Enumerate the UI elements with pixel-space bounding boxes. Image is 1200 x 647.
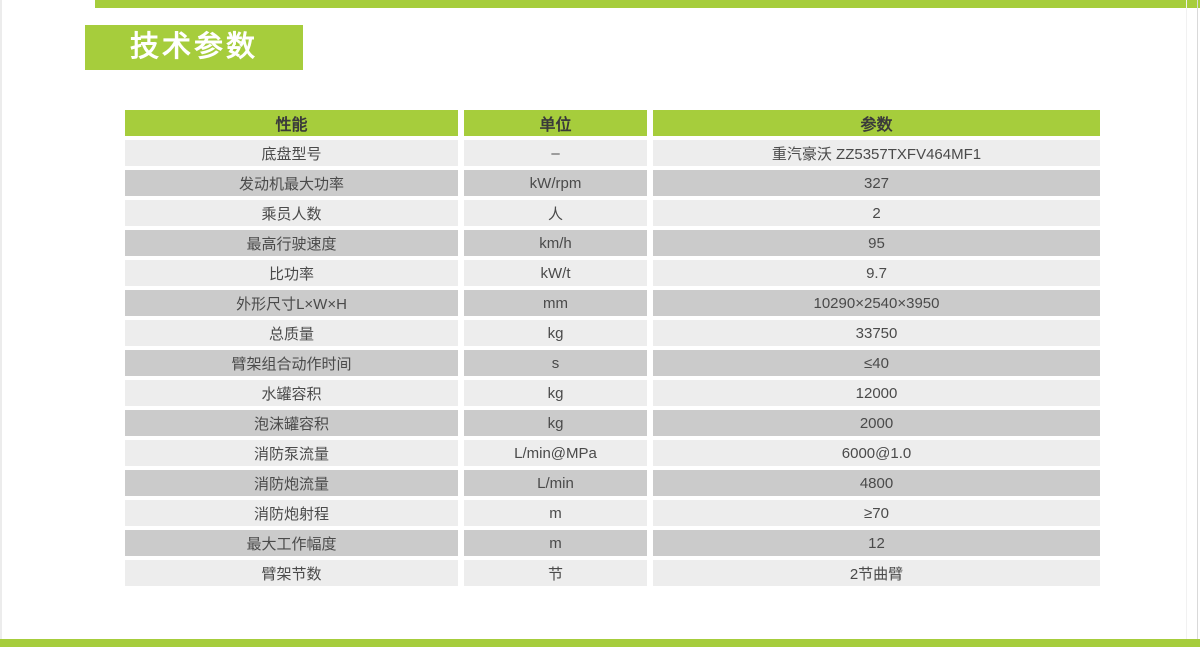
row-unit-cell: – [464,140,647,166]
row-performance-cell: 最高行驶速度 [125,230,458,256]
row-unit-cell: kg [464,380,647,406]
row-unit-cell: kW/rpm [464,170,647,196]
row-performance-cell: 乘员人数 [125,200,458,226]
row-performance-cell: 最大工作幅度 [125,530,458,556]
row-unit-cell: L/min@MPa [464,440,647,466]
header-performance: 性能 [125,110,458,136]
row-parameter-cell: 4800 [653,470,1100,496]
row-parameter-cell: 95 [653,230,1100,256]
spec-table: 性能 单位 参数 底盘型号 – 重汽豪沃 ZZ5357TXFV464MF1 发动机最大… [125,110,1100,590]
table-row: 总质量 kg 33750 [125,320,1100,346]
row-unit-cell: km/h [464,230,647,256]
row-parameter-cell: 6000@1.0 [653,440,1100,466]
row-performance-cell: 消防炮射程 [125,500,458,526]
page-edge-right [1197,0,1198,647]
page-edge-left [0,0,2,647]
row-parameter-cell: 33750 [653,320,1100,346]
row-unit-cell: L/min [464,470,647,496]
row-performance-cell: 外形尺寸L×W×H [125,290,458,316]
row-parameter-cell: 12000 [653,380,1100,406]
row-performance-cell: 发动机最大功率 [125,170,458,196]
row-performance-cell: 泡沫罐容积 [125,410,458,436]
header-parameter: 参数 [653,110,1100,136]
row-parameter-cell: 2000 [653,410,1100,436]
row-unit-cell: s [464,350,647,376]
row-parameter-cell: 10290×2540×3950 [653,290,1100,316]
table-row: 水罐容积 kg 12000 [125,380,1100,406]
row-performance-cell: 水罐容积 [125,380,458,406]
row-parameter-cell: ≤40 [653,350,1100,376]
table-row: 底盘型号 – 重汽豪沃 ZZ5357TXFV464MF1 [125,140,1100,166]
header-unit: 单位 [464,110,647,136]
row-performance-cell: 比功率 [125,260,458,286]
page-title: 技术参数 [129,31,258,63]
row-performance-cell: 底盘型号 [125,140,458,166]
row-unit-cell: kg [464,410,647,436]
row-unit-cell: kg [464,320,647,346]
row-unit-cell: m [464,500,647,526]
row-parameter-cell: 327 [653,170,1100,196]
row-performance-cell: 臂架组合动作时间 [125,350,458,376]
row-parameter-cell: 12 [653,530,1100,556]
row-performance-cell: 消防炮流量 [125,470,458,496]
table-row: 最高行驶速度 km/h 95 [125,230,1100,256]
table-header-row: 性能 单位 参数 [125,110,1100,136]
table-row: 消防炮流量 L/min 4800 [125,470,1100,496]
table-row: 比功率 kW/t 9.7 [125,260,1100,286]
row-parameter-cell: ≥70 [653,500,1100,526]
row-parameter-cell: 2 [653,200,1100,226]
table-row: 外形尺寸L×W×H mm 10290×2540×3950 [125,290,1100,316]
table-row: 发动机最大功率 kW/rpm 327 [125,170,1100,196]
row-unit-cell: 节 [464,560,647,586]
row-performance-cell: 消防泵流量 [125,440,458,466]
row-performance-cell: 臂架节数 [125,560,458,586]
row-performance-cell: 总质量 [125,320,458,346]
bottom-accent-bar [0,639,1200,647]
table-row: 消防泵流量 L/min@MPa 6000@1.0 [125,440,1100,466]
row-parameter-cell: 2节曲臂 [653,560,1100,586]
table-row: 消防炮射程 m ≥70 [125,500,1100,526]
row-parameter-cell: 9.7 [653,260,1100,286]
table-body: 底盘型号 – 重汽豪沃 ZZ5357TXFV464MF1 发动机最大功率 kW/rpm 3… [125,140,1100,586]
table-row: 泡沫罐容积 kg 2000 [125,410,1100,436]
table-row: 最大工作幅度 m 12 [125,530,1100,556]
row-unit-cell: 人 [464,200,647,226]
page-edge-right-faint [1186,0,1187,647]
row-parameter-cell: 重汽豪沃 ZZ5357TXFV464MF1 [653,140,1100,166]
row-unit-cell: m [464,530,647,556]
top-accent-bar [95,0,1200,8]
row-unit-cell: mm [464,290,647,316]
table-row: 臂架组合动作时间 s ≤40 [125,350,1100,376]
row-unit-cell: kW/t [464,260,647,286]
table-row: 乘员人数人 2 [125,200,1100,226]
section-title-badge: 技术参数 [85,25,303,70]
table-row: 臂架节数节 2节曲臂 [125,560,1100,586]
